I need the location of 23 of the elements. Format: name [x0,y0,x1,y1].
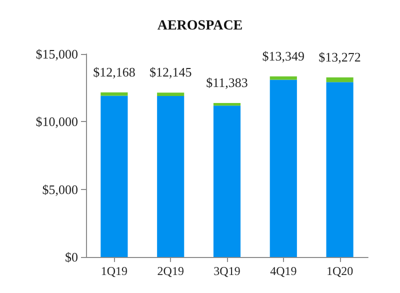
total-label: $12,145 [149,64,192,80]
y-tick-label: $5,000 [42,182,78,197]
x-tick-label: 4Q19 [270,264,297,278]
x-tick-label: 1Q19 [100,264,128,278]
bar [270,80,297,257]
bar [326,82,354,257]
x-tick-label: 1Q20 [326,264,354,278]
y-tick-label: $15,000 [36,46,78,62]
bar [213,102,241,106]
total-label: $12,168 [93,64,136,80]
chart-title: AEROSPACE [157,18,243,34]
bar [157,96,184,257]
bar [100,96,128,257]
y-tick-label: $0 [65,250,78,264]
bar [213,106,241,257]
x-tick-label: 3Q19 [214,264,240,278]
bar [157,92,184,96]
x-tick-label: 2Q19 [157,264,184,278]
total-label: $13,349 [262,48,305,64]
y-tick-label: $10,000 [36,114,78,130]
total-label: $13,272 [318,49,361,64]
total-label: $11,383 [206,74,248,90]
bar [326,77,354,82]
